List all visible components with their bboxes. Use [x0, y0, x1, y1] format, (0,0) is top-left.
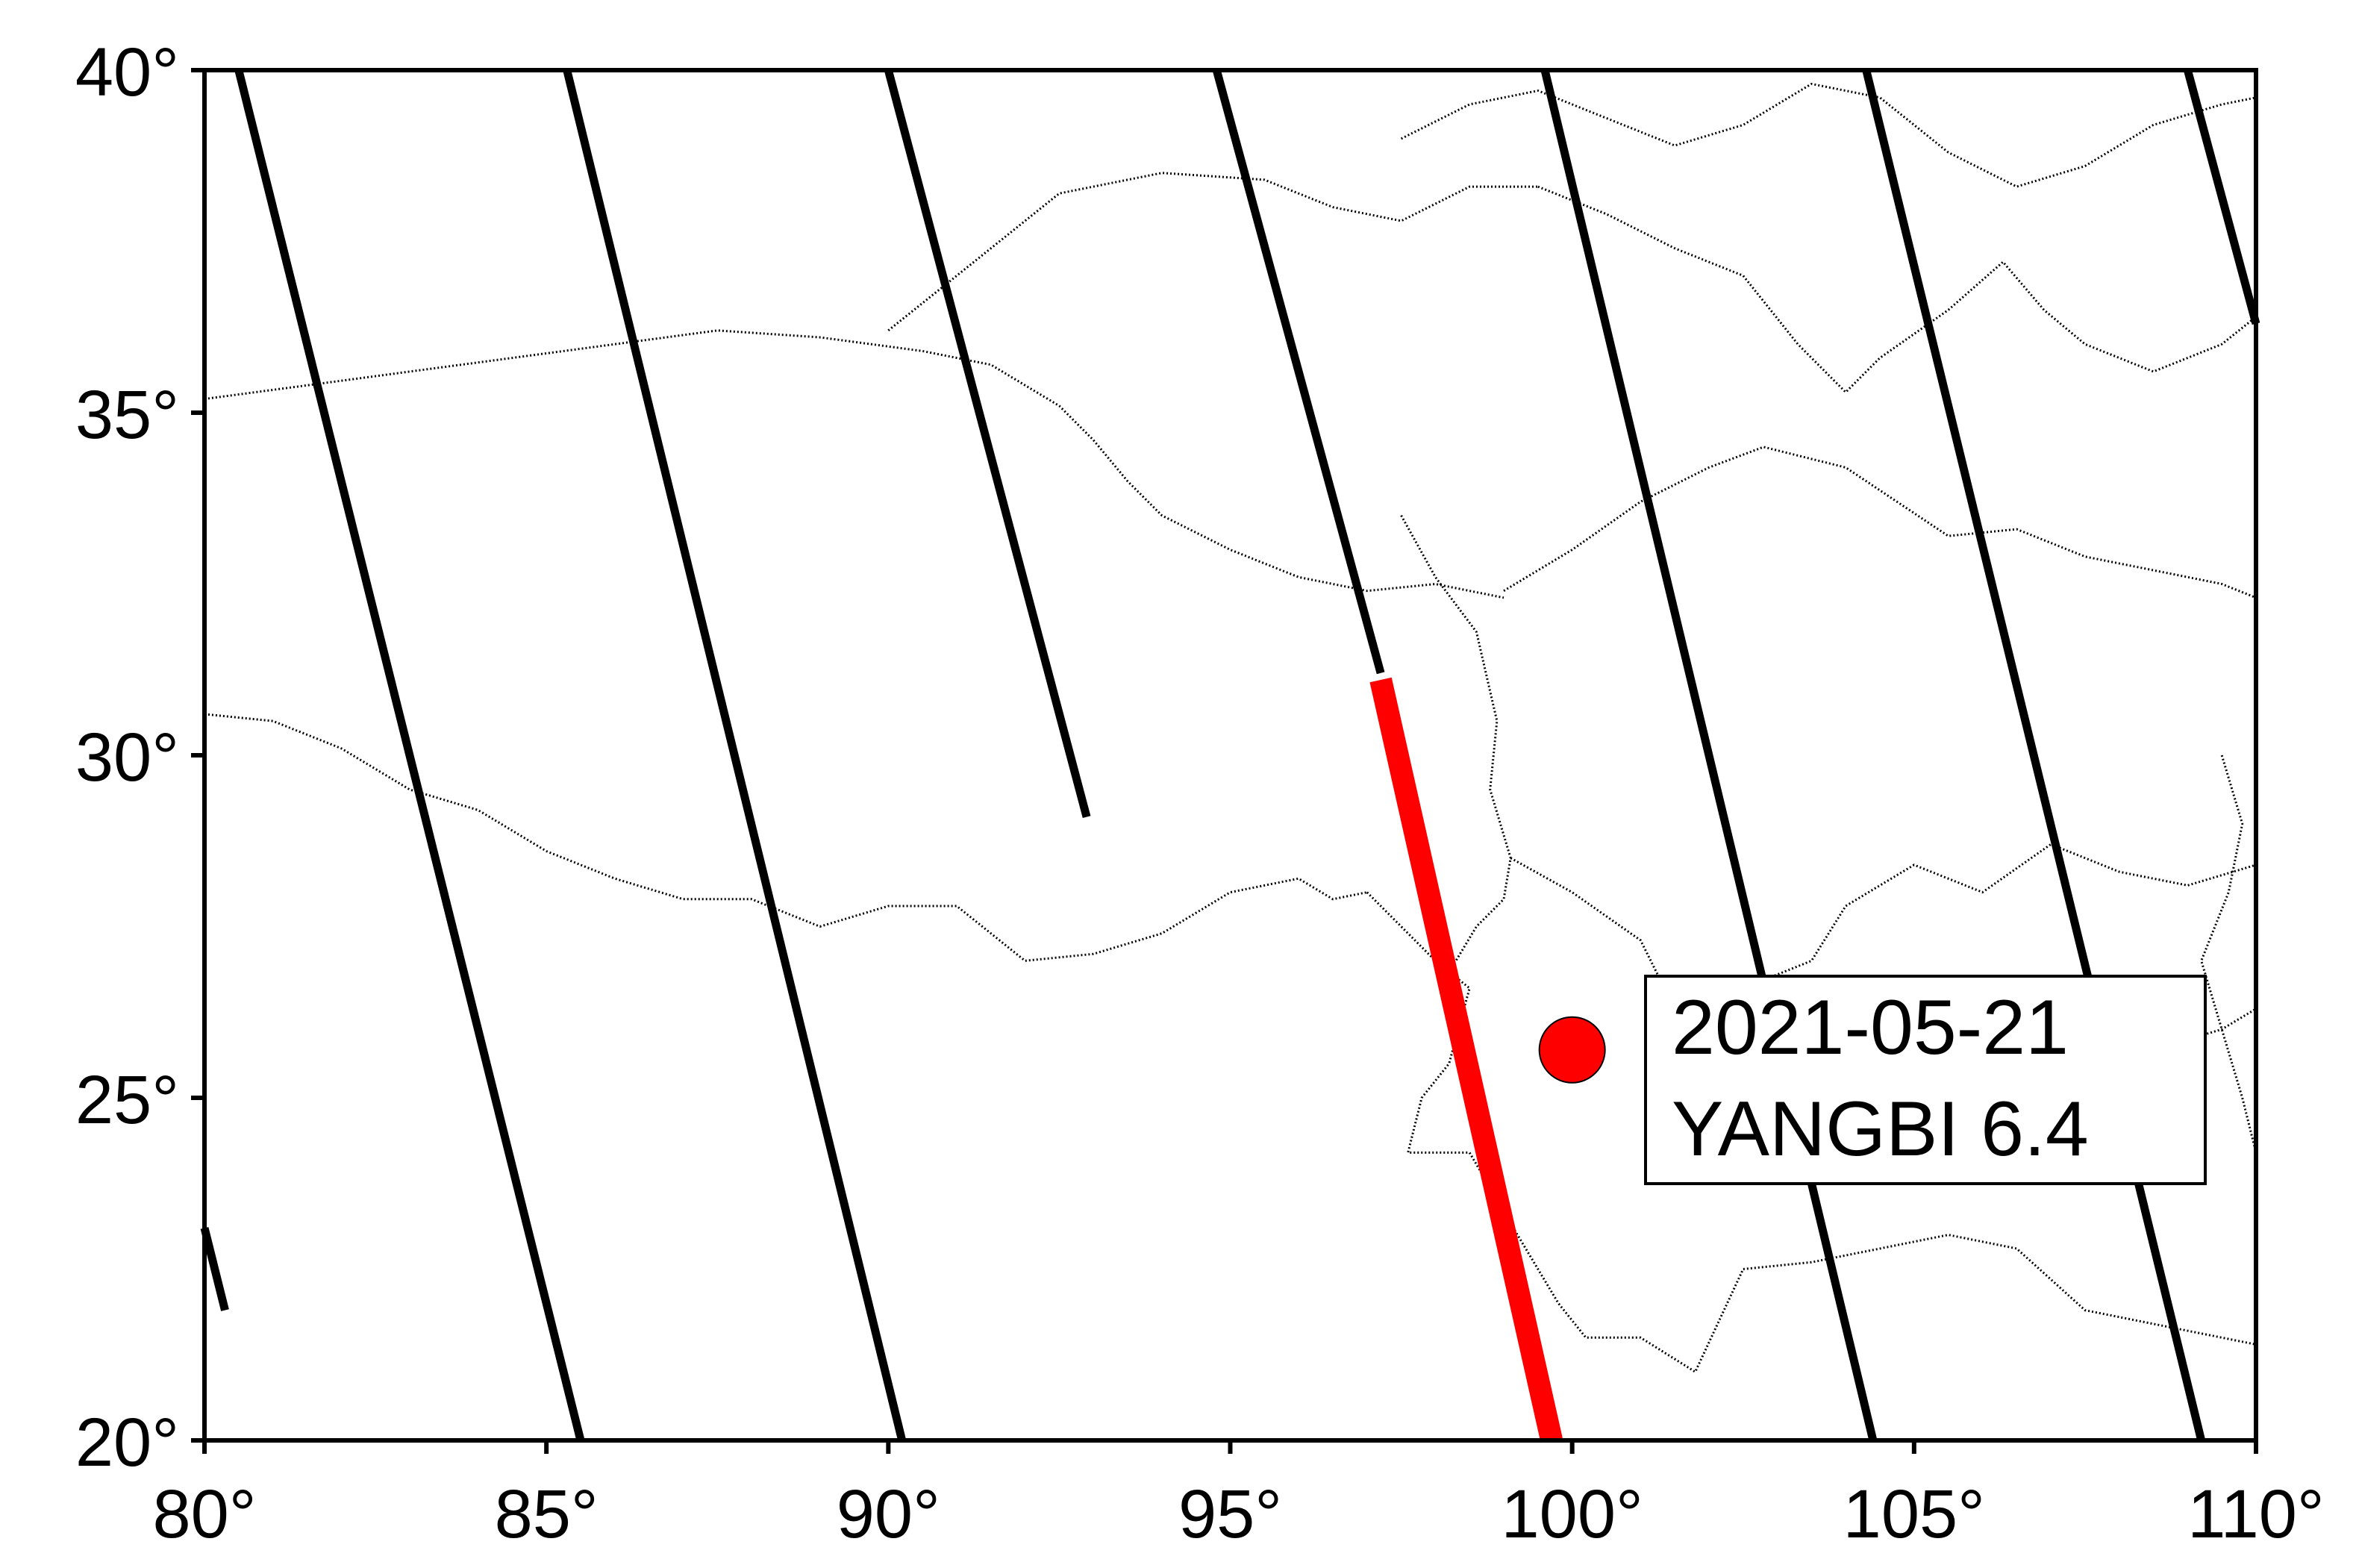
event-label: 2021-05-21 YANGBI 6.4: [1644, 975, 2207, 1185]
track-6: [1862, 69, 2206, 1442]
selected-track[interactable]: [1369, 677, 1563, 1443]
border-gansu-ningxia: [1537, 185, 2257, 394]
map-frame: [202, 68, 2258, 1443]
event-label-box: [1644, 975, 2207, 1185]
y-tick-label: 25°: [75, 1062, 179, 1138]
border-south-himalaya: [204, 713, 1368, 962]
x-tick-label: 85°: [495, 1476, 599, 1552]
track-7: [2184, 69, 2260, 325]
border-east-coast: [2200, 755, 2257, 1153]
track-2: [563, 69, 907, 1442]
x-tick-label: 80°: [152, 1476, 256, 1552]
selected-track-group: [1369, 677, 1563, 1443]
track-5: [1540, 69, 1878, 1442]
border-inner-north: [1400, 82, 2257, 188]
border-tibet-qinghai: [1093, 439, 1504, 599]
track-4: [1212, 69, 1385, 675]
x-tick-label: 95°: [1178, 1476, 1282, 1552]
y-tick-label: 30°: [75, 719, 179, 796]
event-date-label: 2021-05-21: [1672, 984, 2069, 1071]
x-tick-label: 90°: [837, 1476, 940, 1552]
border-sichuan-west: [1400, 514, 1512, 962]
satellite-tracks: [200, 69, 2260, 1442]
y-axis-ticks: 20° 25° 30° 35° 40°: [75, 34, 204, 1481]
border-yunnan-sichuan: [1510, 843, 2257, 1011]
border-tibet-xinjiang: [204, 329, 1095, 441]
y-tick-label: 20°: [75, 1405, 179, 1481]
x-axis-ticks: 80° 85° 90° 95° 100° 105° 110°: [152, 1440, 2325, 1552]
y-tick-label: 40°: [75, 34, 179, 110]
track-1: [234, 69, 585, 1442]
x-tick-label: 110°: [2187, 1476, 2324, 1552]
track-3: [884, 69, 1091, 819]
track-8: [200, 1227, 229, 1311]
x-tick-label: 100°: [1502, 1476, 1643, 1552]
border-sichuan-north: [1503, 446, 2257, 599]
event-name-label: YANGBI 6.4: [1672, 1086, 2089, 1172]
border-qinghai-xinjiang: [887, 172, 1538, 331]
epicenter-marker[interactable]: [1538, 1016, 1606, 1084]
y-tick-label: 35°: [75, 377, 179, 453]
x-tick-label: 105°: [1843, 1476, 1985, 1552]
